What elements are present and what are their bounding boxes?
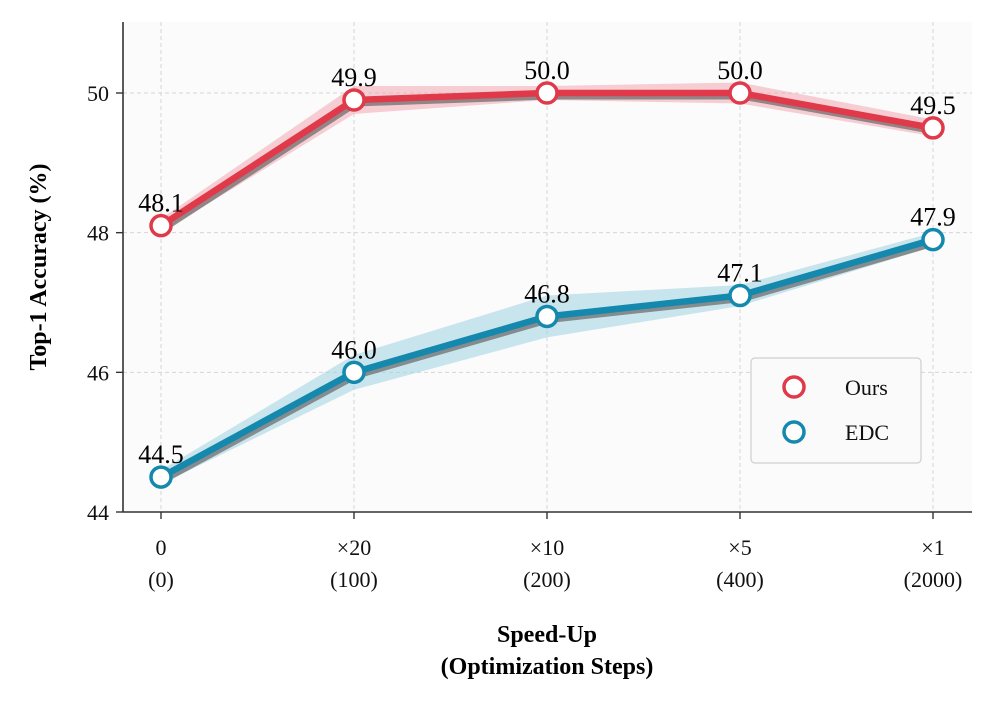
point-ours [921, 116, 945, 140]
x-tick-label-speedup: 0 [156, 535, 167, 560]
data-label-edc: 47.9 [910, 203, 956, 232]
legend-box [750, 357, 922, 464]
point-ours [342, 88, 366, 112]
x-tick-label-speedup: ×5 [728, 535, 751, 560]
point-edc [921, 227, 945, 252]
data-label-ours: 50.0 [717, 56, 763, 85]
point-edc [728, 283, 752, 308]
y-tick-label: 48 [87, 221, 109, 246]
x-tick-label-steps: (100) [330, 567, 378, 592]
y-tick-label: 44 [87, 500, 109, 525]
x-axis-ticks: 0 (0) ×20 (100) ×10 (200) ×5 (400) ×1 (2000) [148, 512, 962, 592]
legend-marker-ours [782, 375, 806, 399]
data-label-ours: 49.9 [331, 63, 377, 92]
point-edc [342, 360, 366, 385]
x-tick-label-speedup: ×10 [530, 535, 564, 560]
data-label-edc: 44.5 [138, 440, 184, 469]
legend-marker-edc [782, 420, 806, 444]
data-label-ours: 49.5 [910, 91, 956, 120]
point-ours [149, 213, 173, 238]
legend: Ours EDC [750, 357, 922, 464]
x-tick-label-steps: (400) [716, 567, 764, 592]
y-axis-title: Top-1 Accuracy (%) [26, 163, 52, 370]
x-tick-label-speedup: ×1 [921, 535, 944, 560]
x-tick-label-steps: (200) [523, 567, 571, 592]
data-label-ours: 50.0 [524, 56, 570, 85]
y-tick-label: 46 [87, 360, 109, 385]
data-points [149, 81, 945, 489]
point-edc [149, 465, 173, 489]
legend-label-ours: Ours [845, 375, 888, 400]
data-label-edc: 46.0 [331, 335, 377, 364]
x-tick-label-steps: (2000) [904, 567, 963, 592]
point-edc [535, 304, 559, 329]
data-label-edc: 47.1 [717, 259, 763, 288]
data-label-edc: 46.8 [524, 279, 570, 308]
y-tick-label: 50 [87, 81, 109, 106]
y-axis-ticks: 44 46 48 50 [87, 81, 123, 525]
x-tick-label-speedup: ×20 [337, 535, 371, 560]
data-labels: 48.1 49.9 50.0 50.0 49.5 44.5 46.0 46.8 47.1 47.9 [138, 56, 956, 469]
x-tick-label-steps: (0) [148, 567, 174, 592]
x-axis-title-line2: (Optimization Steps) [441, 654, 654, 680]
legend-label-edc: EDC [845, 420, 889, 445]
point-ours [728, 81, 752, 105]
point-ours [535, 81, 559, 105]
data-label-ours: 48.1 [138, 189, 184, 218]
x-axis-title-line1: Speed-Up [497, 622, 597, 648]
